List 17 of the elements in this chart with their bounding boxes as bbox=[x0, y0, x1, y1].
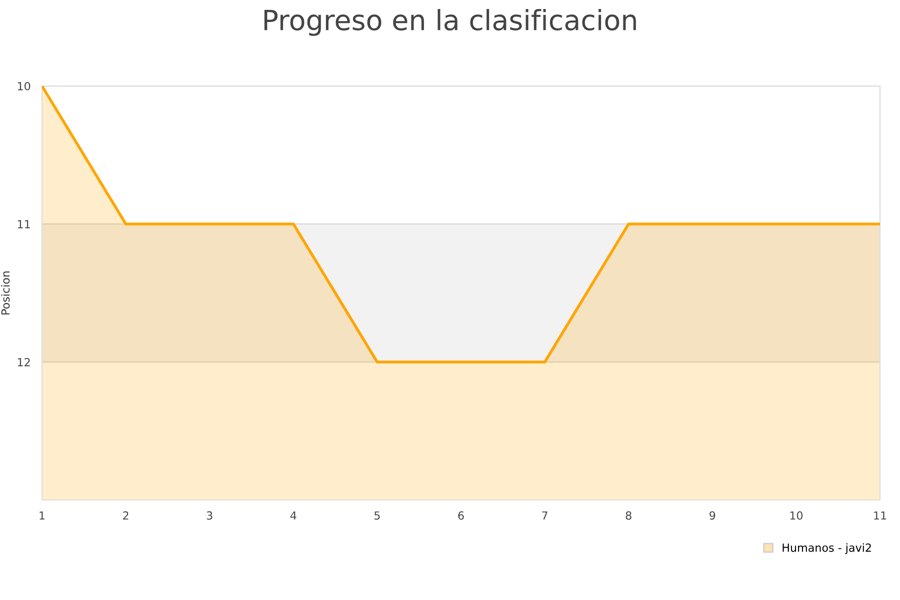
y-axis-title: Posicion bbox=[1, 271, 10, 314]
legend-label: Humanos - javi2 bbox=[782, 543, 871, 554]
x-tick-label: 2 bbox=[123, 511, 128, 520]
chart-title: Progreso en la clasificacion bbox=[264, 9, 636, 36]
y-tick-label: 10 bbox=[18, 82, 30, 90]
x-tick-label: 6 bbox=[458, 511, 464, 520]
x-tick-label: 3 bbox=[206, 511, 212, 520]
x-tick-label: 10 bbox=[790, 511, 803, 520]
y-tick-label: 11 bbox=[18, 220, 30, 228]
x-tick-label: 1 bbox=[40, 511, 45, 520]
x-tick-label: 8 bbox=[626, 511, 632, 520]
x-tick-label: 11 bbox=[874, 511, 886, 520]
x-tick-label: 4 bbox=[290, 511, 296, 520]
x-tick-label: 7 bbox=[542, 511, 548, 520]
y-tick-label: 12 bbox=[18, 358, 30, 366]
x-tick-label: 5 bbox=[374, 511, 380, 520]
x-tick-label: 9 bbox=[710, 511, 716, 520]
